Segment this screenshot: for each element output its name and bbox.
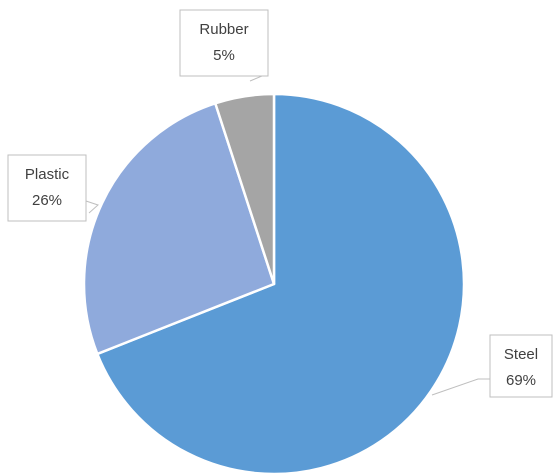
category-label-rubber: Rubber	[199, 21, 248, 38]
percent-label-steel: 69%	[506, 372, 536, 389]
percent-label-rubber: 5%	[213, 47, 235, 64]
pie-slice-steel	[96, 92, 466, 474]
callout-box-plastic	[7, 154, 87, 222]
pie-slice-rubber	[214, 92, 276, 286]
category-label-steel: Steel	[504, 346, 538, 363]
pie-slices	[82, 92, 466, 474]
callout-box-rubber	[179, 9, 269, 77]
data-label-rubber: Rubber 5%	[179, 9, 269, 82]
data-label-plastic: Plastic 26%	[7, 154, 99, 222]
callout-box-steel	[489, 334, 553, 398]
category-label-plastic: Plastic	[25, 166, 70, 183]
percent-label-plastic: 26%	[32, 192, 62, 209]
data-label-steel: Steel 69%	[431, 334, 553, 398]
pie-labels: Steel 69% Plastic 26% Rubber 5%	[7, 9, 553, 398]
leader-line-steel	[431, 378, 491, 396]
leader-line-plastic	[85, 200, 99, 214]
pie-slice-plastic	[82, 102, 276, 356]
